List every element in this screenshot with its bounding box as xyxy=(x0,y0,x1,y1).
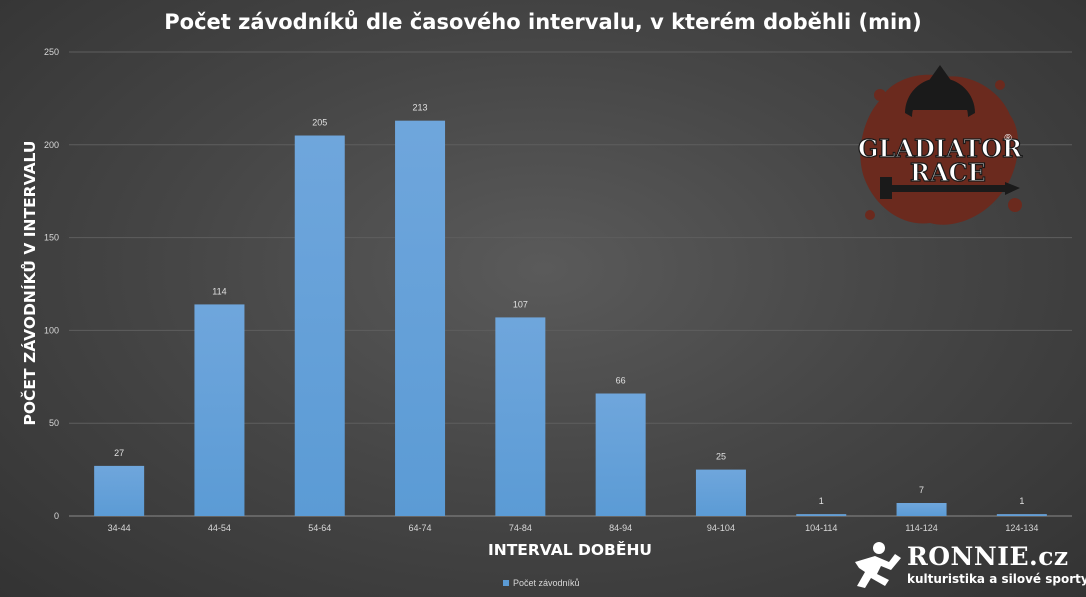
x-axis-ticks: 34-44 44-54 54-64 64-74 74-84 84-94 94-104 104-… xyxy=(108,523,1039,533)
data-label: 107 xyxy=(513,299,528,309)
bar xyxy=(595,393,646,516)
y-tick-label: 50 xyxy=(49,418,59,428)
legend-label: Počet závodníků xyxy=(513,578,580,588)
bar xyxy=(996,514,1047,516)
y-tick-label: 100 xyxy=(44,325,59,335)
bar xyxy=(695,469,746,516)
y-tick-label: 150 xyxy=(44,233,59,243)
bar xyxy=(94,465,145,516)
x-tick-label: 84-94 xyxy=(609,523,632,533)
x-axis-label: INTERVAL DOBĚHU xyxy=(487,541,653,559)
bar xyxy=(395,120,446,516)
x-tick-label: 74-84 xyxy=(509,523,532,533)
y-tick-label: 250 xyxy=(44,47,59,57)
bar xyxy=(896,503,947,516)
bar xyxy=(495,317,546,516)
x-tick-label: 64-74 xyxy=(409,523,432,533)
data-label: 66 xyxy=(616,376,626,386)
x-tick-label: 124-134 xyxy=(1005,523,1038,533)
x-tick-label: 104-114 xyxy=(805,523,837,533)
ronnie-watermark: RONNIE.cz kulturistika a silové sporty xyxy=(845,538,1086,593)
ronnie-name: RONNIE.cz xyxy=(907,542,1069,571)
runner-icon xyxy=(855,542,901,588)
logo-mark: ® xyxy=(1004,133,1012,144)
y-tick-label: 0 xyxy=(54,511,59,521)
legend-swatch xyxy=(503,580,509,586)
ronnie-tagline: kulturistika a silové sporty xyxy=(907,572,1086,586)
chart-title: Počet závodníků dle časového intervalu, … xyxy=(164,10,922,34)
legend: Počet závodníků xyxy=(503,578,580,588)
data-label: 25 xyxy=(716,452,726,462)
y-tick-label: 200 xyxy=(44,140,59,150)
data-label: 27 xyxy=(114,448,124,458)
x-tick-label: 44-54 xyxy=(208,523,231,533)
x-tick-label: 114-124 xyxy=(905,523,937,533)
gladiator-race-logo: GLADIATOR ® RACE xyxy=(857,65,1024,225)
bar xyxy=(194,304,245,516)
data-label: 114 xyxy=(212,286,226,296)
data-label: 1 xyxy=(1019,496,1024,506)
data-labels: 27 114 205 213 107 66 25 1 7 1 xyxy=(114,103,1024,506)
logo-line1: GLADIATOR xyxy=(858,134,1023,163)
data-label: 7 xyxy=(919,485,924,495)
bar xyxy=(796,514,847,516)
data-label: 1 xyxy=(819,496,824,506)
y-axis-ticks: 0 50 100 150 200 250 xyxy=(44,47,59,521)
x-tick-label: 34-44 xyxy=(108,523,131,533)
y-axis-label: POČET ZÁVODNÍKŮ V INTERVALU xyxy=(21,140,39,426)
bars xyxy=(94,120,1047,516)
data-label: 205 xyxy=(312,118,327,128)
logo-line2: RACE xyxy=(910,158,986,187)
x-tick-label: 94-104 xyxy=(707,523,735,533)
data-label: 213 xyxy=(413,103,428,113)
x-tick-label: 54-64 xyxy=(308,523,331,533)
bar xyxy=(294,135,345,516)
